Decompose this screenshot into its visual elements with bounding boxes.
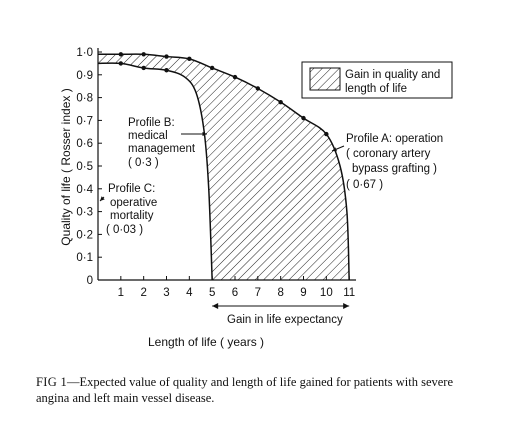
gain-range-arrowhead (343, 303, 350, 309)
annotation-profile-a-line2: ( coronary artery (346, 148, 431, 160)
x-tick-label: 9 (300, 287, 306, 299)
annotation-gain-label: Gain in life expectancy (227, 314, 343, 326)
caption-text: —Expected value of quality and length of… (36, 375, 454, 405)
y-tick-label: 0·6 (76, 138, 93, 150)
y-tick-label: 0·3 (76, 207, 93, 219)
annotation-profile-c-line2: operative (110, 197, 157, 209)
y-axis-label: Quality of life ( Rosser index ) (59, 88, 73, 245)
annotation-profile-a-line4: ( 0·67 ) (346, 179, 383, 191)
legend: Gain in quality and length of life (301, 61, 453, 99)
y-tick-label: 0·9 (76, 70, 93, 82)
legend-box (301, 61, 453, 99)
x-tick-label: 11 (343, 287, 355, 299)
annotation-profile-b: Profile B: medical management ( 0·3 ) (128, 117, 196, 169)
x-tick-label: 4 (186, 287, 193, 299)
series-line-profile-b (97, 62, 213, 281)
point-profile-a (232, 74, 238, 80)
annotation-profile-a-line3: bypass grafting ) (352, 163, 437, 175)
x-axis-label: Length of life ( years ) (148, 335, 264, 349)
arrow-profile-c-head (100, 196, 105, 201)
annotation-profile-b-line2: medical (128, 130, 168, 142)
point-profile-a (141, 52, 146, 57)
y-tick-label: 0·8 (76, 93, 93, 105)
x-tick-label: 2 (140, 287, 146, 299)
y-tick-label: 0·1 (76, 252, 93, 264)
annotation-profile-c-line4: ( 0·03 ) (106, 224, 143, 236)
annotation-profile-b-line3: management (128, 143, 196, 155)
annotation-profile-c-line1: Profile C: (108, 183, 155, 195)
y-tick-label: 0·2 (76, 229, 93, 241)
point-profile-a (301, 115, 306, 121)
x-tick-label: 5 (209, 287, 215, 299)
x-tick-label: 10 (320, 287, 333, 299)
y-tick-label: 0 (87, 275, 93, 287)
series-line-profile-a (98, 53, 350, 281)
arrow-profile-a-head (332, 147, 337, 152)
legend-label-line1: Gain in quality and (345, 69, 440, 81)
legend-label-line2: length of life (345, 83, 407, 95)
y-tick-label: 0·4 (76, 184, 93, 196)
arrow-profile-b-head (202, 131, 207, 137)
caption-label: FIG 1 (36, 375, 68, 389)
x-tick-label: 6 (232, 287, 238, 299)
annotation-profile-a-line1: Profile A: operation (346, 133, 443, 145)
x-tick-label: 3 (163, 287, 169, 299)
annotation-profile-c-line3: mortality (110, 210, 154, 222)
gain-region (98, 54, 350, 280)
annotation-profile-b-line4: ( 0·3 ) (128, 157, 159, 169)
point-profile-a (118, 52, 124, 57)
point-profile-b (118, 61, 124, 66)
point-profile-a (209, 65, 215, 71)
point-profile-b (164, 68, 169, 73)
point-profile-a (278, 99, 283, 105)
gain-range-arrowhead (212, 303, 219, 309)
point-profile-a (255, 86, 261, 91)
legend-swatch (309, 67, 341, 91)
annotation-profile-a: Profile A: operation ( coronary artery b… (346, 133, 443, 191)
x-tick-label: 7 (255, 287, 261, 299)
plot-area: 1 2 3 4 5 6 7 8 9 10 11 0 0·1 0·2 0·3 0·4 0·5 0·6 0·7 0·8 0·… (76, 47, 357, 309)
y-tick-label: 0·5 (76, 161, 93, 173)
x-tick-label: 8 (277, 287, 283, 299)
point-profile-a (324, 131, 329, 137)
figure-caption: FIG 1—Expected value of quality and leng… (36, 374, 486, 406)
point-profile-b (141, 65, 146, 71)
annotation-profile-c: Profile C: operative mortality ( 0·03 ) (106, 183, 157, 236)
y-tick-label: 1·0 (76, 47, 93, 59)
point-profile-a (164, 54, 169, 59)
point-profile-a (187, 56, 192, 62)
annotation-profile-b-line1: Profile B: (128, 117, 175, 129)
x-tick-label: 1 (118, 287, 124, 299)
y-tick-label: 0·7 (76, 115, 93, 127)
